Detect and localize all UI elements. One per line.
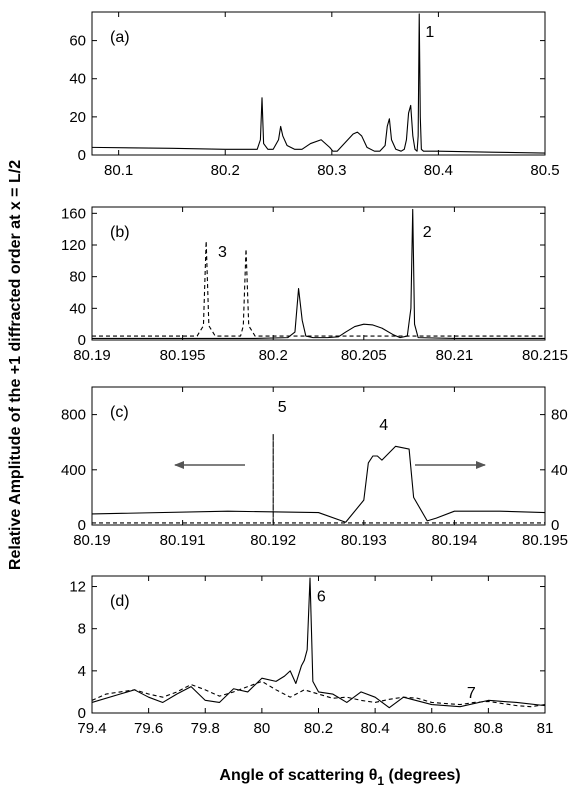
x-tick-label: 81 bbox=[537, 720, 554, 737]
series-0-solid-line bbox=[91, 445, 546, 523]
plot-frame bbox=[91, 11, 546, 156]
series-1-dashed-line bbox=[92, 433, 545, 524]
curve-annotation: 7 bbox=[467, 685, 476, 702]
curve-annotation: 5 bbox=[278, 399, 287, 416]
x-tick-label: 80.8 bbox=[474, 720, 503, 737]
x-tick-label: 80.205 bbox=[341, 347, 387, 364]
panel-label: (c) bbox=[110, 404, 129, 421]
curve-annotation: 3 bbox=[218, 244, 227, 261]
x-tick-label: 80.194 bbox=[431, 532, 477, 549]
x-tick-label: 79.8 bbox=[191, 720, 220, 737]
y-tick-label: 20 bbox=[69, 109, 86, 126]
panel-b: 80.19 80.195 80.2 80.205 80.21 80.215 0 40 80 120… bbox=[61, 205, 568, 364]
panel-a: 80.1 80.2 80.3 80.4 80.5 0 20 40 60 (a) 1 bbox=[69, 11, 560, 179]
x-tick-label: 80.193 bbox=[341, 532, 387, 549]
x-tick-label: 80.195 bbox=[160, 347, 206, 364]
y-tick-label: 40 bbox=[69, 71, 86, 88]
x-axis-title-main: Angle of scattering θ bbox=[219, 767, 377, 784]
x-tick-label: 80.2 bbox=[211, 162, 240, 179]
series-1-dashed-line bbox=[92, 240, 545, 337]
panel-label: (b) bbox=[110, 224, 130, 241]
curve-annotation: 1 bbox=[425, 24, 434, 41]
y-tick-label: 60 bbox=[69, 33, 86, 50]
x-axis-title: Angle of scattering θ1 (degrees) bbox=[219, 767, 460, 787]
plot-frame bbox=[91, 206, 546, 341]
x-tick-label: 80.2 bbox=[304, 720, 333, 737]
x-tick-label: 80.6 bbox=[417, 720, 446, 737]
x-tick-label: 80.21 bbox=[436, 347, 474, 364]
series-0-solid-line bbox=[91, 13, 546, 154]
y-tick-label: 0 bbox=[78, 332, 86, 349]
x-tick-label: 80.215 bbox=[522, 347, 568, 364]
y-tick-label: 8 bbox=[78, 621, 86, 638]
y-tick-label: 400 bbox=[61, 462, 86, 479]
x-tick-label: 80.19 bbox=[73, 347, 111, 364]
panel-label: (a) bbox=[110, 29, 130, 46]
x-tick-label: 80.192 bbox=[250, 532, 296, 549]
x-tick-label: 80.195 bbox=[522, 532, 568, 549]
y-axis-title: Relative Amplitude of the +1 diffracted … bbox=[7, 160, 24, 570]
y2-tick-label: 80 bbox=[551, 407, 568, 424]
x-tick-label: 80.4 bbox=[361, 720, 390, 737]
x-axis-title-subscript: 1 bbox=[377, 774, 384, 787]
x-tick-label: 79.6 bbox=[134, 720, 163, 737]
y-tick-label: 0 bbox=[78, 147, 86, 164]
curve-annotation: 6 bbox=[317, 588, 326, 605]
y-tick-label: 12 bbox=[69, 579, 86, 596]
x-tick-label: 80.5 bbox=[530, 162, 559, 179]
panel-label: (d) bbox=[110, 593, 130, 610]
y2-tick-label: 0 bbox=[551, 517, 559, 534]
y-tick-label: 40 bbox=[69, 300, 86, 317]
x-tick-label: 80.2 bbox=[259, 347, 288, 364]
series-0-solid-line bbox=[92, 208, 545, 339]
y-tick-label: 160 bbox=[61, 205, 86, 222]
y-tick-label: 80 bbox=[69, 269, 86, 286]
panel-c: 80.19 80.191 80.192 80.193 80.194 80.19504008… bbox=[61, 386, 568, 549]
y2-tick-label: 40 bbox=[551, 462, 568, 479]
x-tick-label: 80.1 bbox=[104, 162, 133, 179]
y-tick-label: 0 bbox=[78, 517, 86, 534]
y-tick-label: 0 bbox=[78, 705, 86, 722]
x-tick-label: 79.4 bbox=[77, 720, 106, 737]
curve-annotation: 2 bbox=[423, 224, 432, 241]
panel-d: 79.4 79.6 79.8 80 80.2 80.4 80.6 80.8 81 0 4 8 12 (d)… bbox=[69, 575, 554, 737]
x-axis-title-tail: (degrees) bbox=[384, 767, 460, 784]
x-tick-label: 80.19 bbox=[73, 532, 111, 549]
x-tick-label: 80.3 bbox=[317, 162, 346, 179]
y-tick-label: 4 bbox=[78, 663, 86, 680]
series-0-solid-line bbox=[91, 577, 546, 709]
x-tick-label: 80 bbox=[254, 720, 271, 737]
plot-frame bbox=[91, 386, 546, 526]
curve-annotation: 4 bbox=[379, 417, 388, 434]
x-tick-label: 80.191 bbox=[160, 532, 206, 549]
y-tick-label: 120 bbox=[61, 237, 86, 254]
x-tick-label: 80.4 bbox=[424, 162, 453, 179]
series-1-dashed-line bbox=[91, 680, 546, 708]
y-tick-label: 800 bbox=[61, 407, 86, 424]
